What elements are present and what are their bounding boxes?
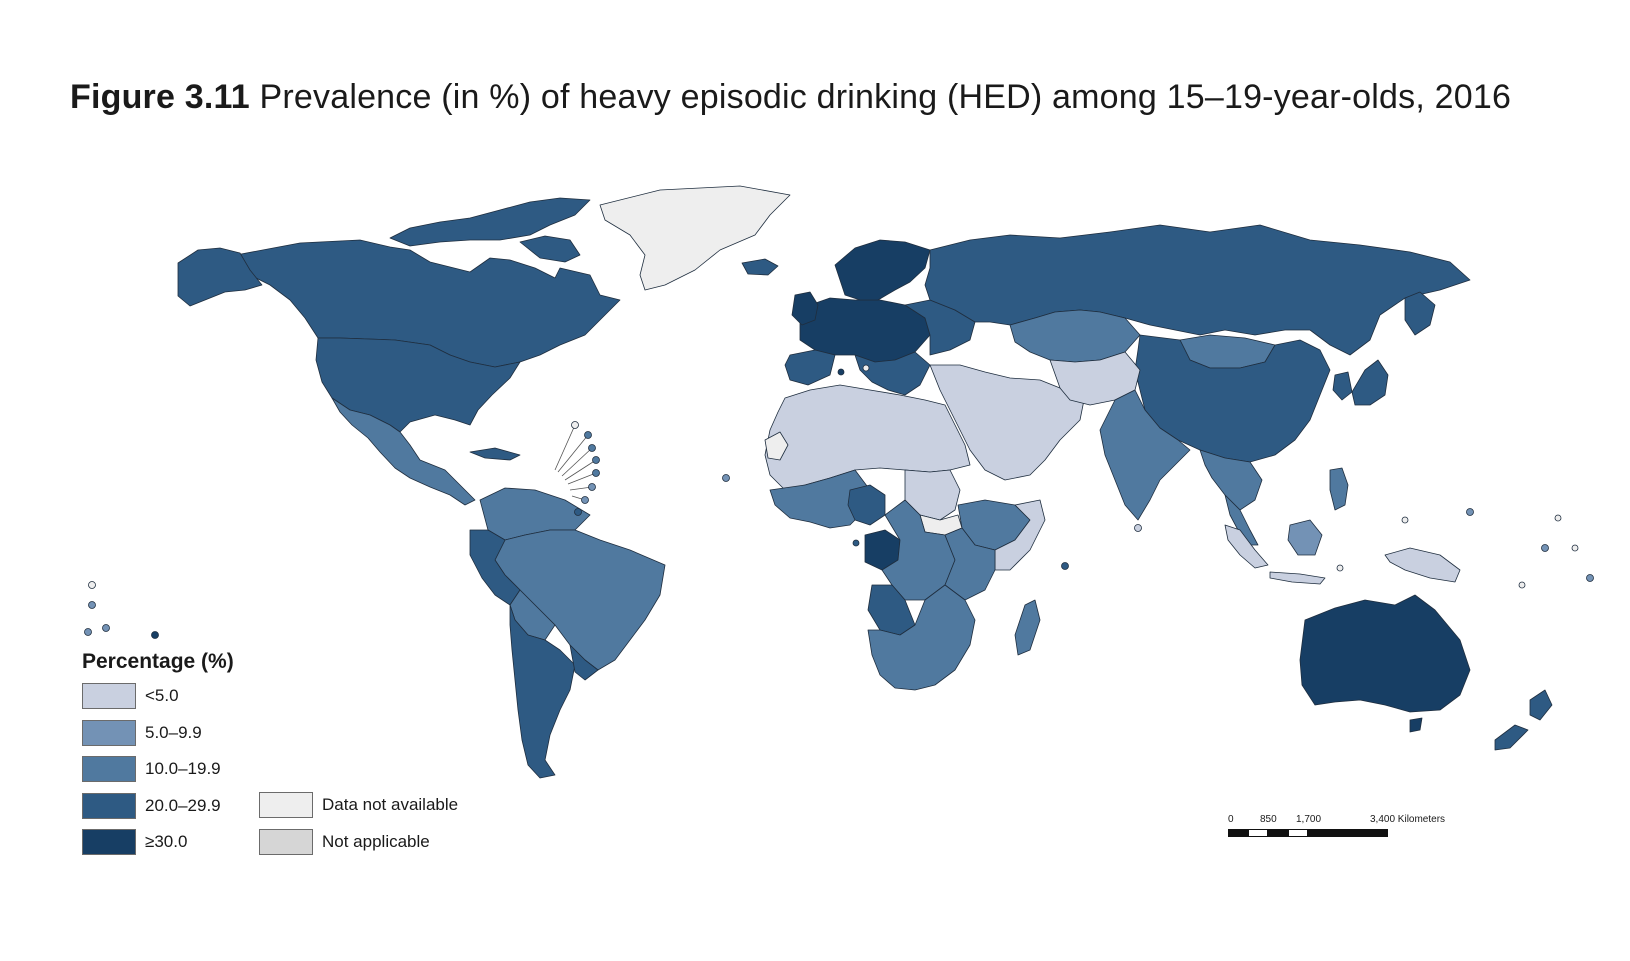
region-scandinavia — [834, 239, 931, 301]
island-marker-19 — [1336, 564, 1344, 572]
island-marker-6 — [1554, 514, 1562, 522]
legend-item-swatch-0 — [82, 683, 136, 709]
island-marker-1 — [722, 474, 730, 482]
legend-item-0: <5.0 — [82, 683, 179, 709]
scale-tick-1: 850 — [1260, 814, 1277, 825]
region-new-zealand-south — [1494, 724, 1529, 751]
scale-segment-1 — [1228, 829, 1248, 837]
island-marker-7 — [1541, 544, 1549, 552]
legend-item-swatch-4 — [82, 829, 136, 855]
region-kamchatka — [1404, 291, 1436, 336]
figure-title: Figure 3.11 Prevalence (in %) of heavy e… — [70, 78, 1511, 117]
legend-item-3: 20.0–29.9 — [82, 792, 221, 819]
region-east-africa — [944, 527, 996, 601]
region-new-guinea — [1384, 547, 1461, 583]
region-somalia — [994, 499, 1046, 571]
legend-item-label-2: 10.0–19.9 — [145, 759, 221, 778]
island-marker-14 — [102, 624, 110, 632]
region-indonesia-borneo — [1287, 519, 1323, 556]
region-greenland — [599, 185, 791, 291]
island-marker-10 — [1586, 574, 1594, 582]
region-korea — [1332, 371, 1353, 401]
legend-item-swatch-1 — [82, 719, 136, 746]
legend-item-1: 5.0–9.9 — [82, 719, 202, 746]
region-southern-africa — [867, 584, 976, 691]
region-india — [1099, 389, 1191, 521]
island-marker-15 — [151, 631, 159, 639]
island-marker-16 — [837, 368, 845, 376]
region-italy-balkans — [854, 351, 931, 396]
island-marker-3 — [1134, 524, 1142, 532]
figure-label: Figure 3.11 — [70, 78, 250, 116]
scale-segment-4 — [1288, 829, 1308, 837]
figure-title-text: Prevalence (in %) of heavy episodic drin… — [259, 78, 1512, 116]
scale-segment-3 — [1268, 829, 1288, 837]
scale-tick-2: 1,700 — [1296, 814, 1322, 825]
scale-segment-5 — [1308, 829, 1388, 837]
legend-item-swatch-2 — [82, 756, 136, 782]
island-marker-4 — [1401, 516, 1409, 524]
region-iceland — [741, 258, 779, 276]
island-marker-8 — [1571, 544, 1579, 552]
island-marker-9 — [1518, 581, 1526, 589]
region-russia — [924, 224, 1471, 356]
region-nigeria — [847, 484, 886, 526]
region-china — [1134, 334, 1331, 463]
region-indonesia-java — [1269, 571, 1326, 585]
legend-extra-item-swatch-1 — [259, 828, 313, 855]
island-marker-2 — [1061, 562, 1069, 570]
region-australia — [1299, 594, 1471, 713]
legend-item-2: 10.0–19.9 — [82, 756, 221, 782]
legend-item-4: ≥30.0 — [82, 829, 187, 855]
region-mexico — [331, 397, 476, 506]
legend-extra-item-1: Not applicable — [259, 828, 430, 855]
region-iberia — [784, 349, 836, 386]
legend-item-swatch-3 — [82, 792, 136, 819]
caribbean-callouts — [554, 424, 597, 501]
region-cuba — [469, 447, 521, 461]
island-marker-11 — [88, 581, 96, 589]
region-argentina-chile — [509, 604, 576, 779]
scale-tick-0: 0 — [1228, 814, 1234, 825]
legend-title: Percentage (%) — [82, 650, 234, 673]
legend-item-label-0: <5.0 — [145, 686, 179, 705]
legend-extra-item-label-1: Not applicable — [322, 831, 430, 851]
region-uruguay — [569, 644, 599, 681]
region-philippines — [1329, 467, 1349, 511]
region-madagascar — [1014, 599, 1041, 656]
legend-extra-item-0: Data not available — [259, 792, 458, 818]
region-uk — [791, 291, 819, 326]
region-indonesia-sumatra — [1224, 524, 1269, 569]
region-alaska — [177, 247, 263, 307]
legend: Percentage (%) — [82, 650, 234, 683]
legend-item-label-1: 5.0–9.9 — [145, 722, 202, 742]
region-western-sahara — [764, 431, 789, 461]
island-marker-12 — [88, 601, 96, 609]
scale-tick-3: 3,400 Kilometers — [1370, 814, 1446, 825]
island-marker-18 — [852, 539, 860, 547]
legend-extra-item-label-0: Data not available — [322, 795, 459, 814]
region-southeast-asia — [1199, 449, 1263, 511]
island-marker-13 — [84, 628, 92, 636]
legend-item-label-3: 20.0–29.9 — [145, 795, 221, 815]
region-new-zealand-north — [1529, 689, 1553, 721]
caribbean-markers — [571, 421, 600, 516]
island-marker-17 — [862, 364, 870, 372]
region-malay-peninsula — [1224, 494, 1259, 546]
legend-extra-item-swatch-0 — [259, 792, 313, 818]
region-arctic-island-2 — [519, 235, 581, 263]
island-marker-5 — [1466, 508, 1474, 516]
region-kazakhstan — [1009, 309, 1141, 363]
legend-item-label-4: ≥30.0 — [145, 832, 188, 851]
region-arctic-islands — [389, 197, 591, 247]
scale-segment-2 — [1248, 829, 1268, 837]
region-tasmania — [1409, 717, 1423, 733]
region-middle-east — [929, 364, 1086, 481]
region-japan — [1351, 359, 1389, 406]
